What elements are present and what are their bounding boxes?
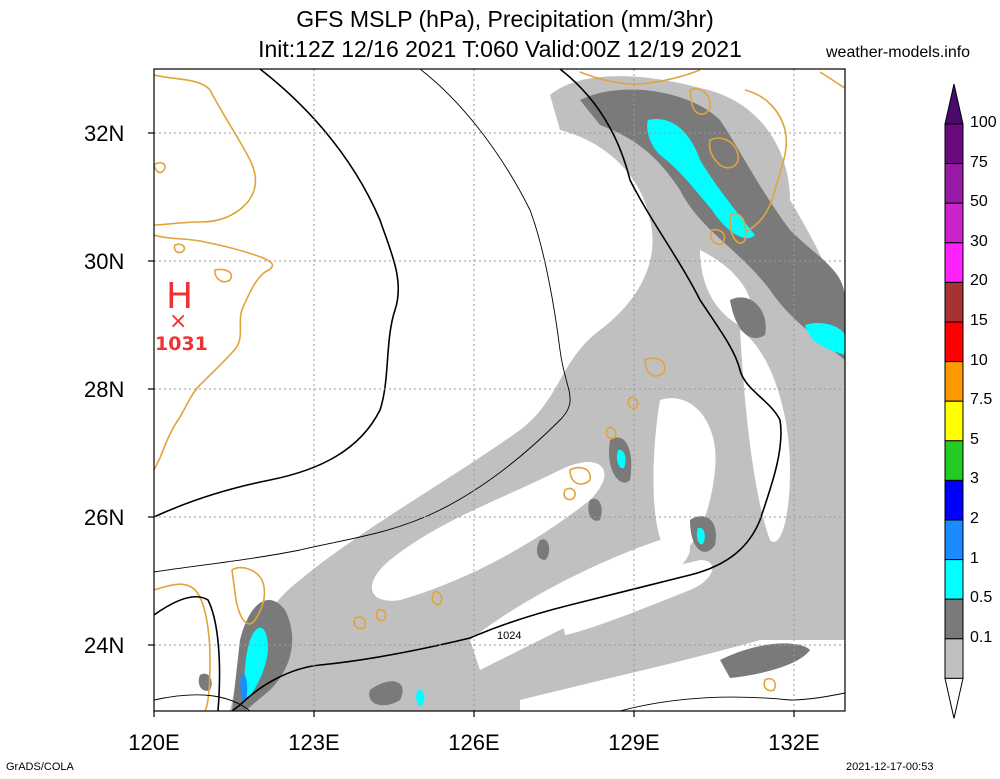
colorbar-top-arrow	[944, 83, 964, 125]
colorbar-label: 10	[970, 351, 988, 369]
colorbar-label: 15	[970, 312, 988, 329]
colorbar-label: 30	[970, 232, 988, 250]
lon-label-126e: 126E	[448, 730, 500, 755]
colorbar-swatch	[944, 281, 964, 323]
colorbar-swatch	[944, 440, 964, 481]
high-pressure-center-mark: ×	[169, 309, 188, 334]
colorbar-swatch	[944, 361, 964, 402]
precip-colorbar	[944, 83, 964, 719]
colorbar-label: 2	[970, 510, 979, 527]
lon-label-123e: 123E	[288, 730, 340, 755]
colorbar-swatch	[944, 163, 964, 204]
chart-title: GFS MSLP (hPa), Precipitation (mm/3hr)	[296, 6, 714, 32]
colorbar-label: 20	[970, 272, 988, 290]
colorbar-label: 3	[970, 470, 979, 488]
colorbar-swatch	[944, 123, 964, 165]
source-label: weather-models.info	[826, 44, 971, 61]
map-frame	[153, 68, 846, 712]
colorbar-swatch	[944, 559, 964, 600]
isobars	[154, 69, 845, 711]
lon-label-129e: 129E	[608, 730, 660, 755]
precip-light-area	[230, 76, 845, 711]
precip-heavy-area	[244, 119, 845, 707]
colorbar-label: 0.1	[970, 628, 993, 646]
colorbar-swatch	[944, 202, 964, 244]
precip-strong-area	[240, 674, 248, 703]
lat-lon-grid	[154, 69, 845, 711]
lat-label-24n: 24N	[84, 633, 125, 658]
high-pressure-symbol: H	[166, 276, 194, 317]
isobar-label-bg	[495, 629, 529, 643]
high-pressure-value: 1031	[155, 333, 208, 355]
colorbar-label: 7.5	[970, 391, 993, 409]
colorbar-label: 1	[970, 549, 979, 567]
colorbar-swatch	[944, 321, 964, 363]
colorbar-swatch	[944, 242, 964, 283]
colorbar-label: 100	[970, 114, 997, 131]
colorbar-label: 50	[970, 193, 988, 211]
colorbar-label: 75	[970, 153, 988, 171]
lat-label-32n: 32N	[84, 121, 125, 146]
colorbar-swatch	[944, 638, 964, 679]
lat-label-26n: 26N	[84, 505, 125, 530]
colorbar-swatch	[944, 400, 964, 442]
colorbar-bottom-arrow	[944, 677, 964, 719]
render-timestamp: 2021-12-17-00:53	[846, 761, 934, 773]
lon-label-132e: 132E	[768, 730, 820, 755]
colorbar-label: 5	[970, 430, 979, 448]
isobar-value-label: 1024	[497, 630, 522, 642]
lon-label-120e: 120E	[128, 730, 180, 755]
colorbar-swatch	[944, 519, 964, 561]
colorbar-label: 0.5	[970, 589, 993, 607]
coastlines	[154, 69, 845, 711]
chart-subtitle: Init:12Z 12/16 2021 T:060 Valid:00Z 12/1…	[258, 36, 742, 62]
colorbar-swatch	[944, 479, 964, 521]
colorbar-swatch	[944, 598, 964, 640]
lat-label-30n: 30N	[84, 249, 125, 274]
axis-ticks	[148, 132, 795, 717]
lat-label-28n: 28N	[84, 377, 125, 402]
software-credit: GrADS/COLA	[6, 761, 74, 773]
